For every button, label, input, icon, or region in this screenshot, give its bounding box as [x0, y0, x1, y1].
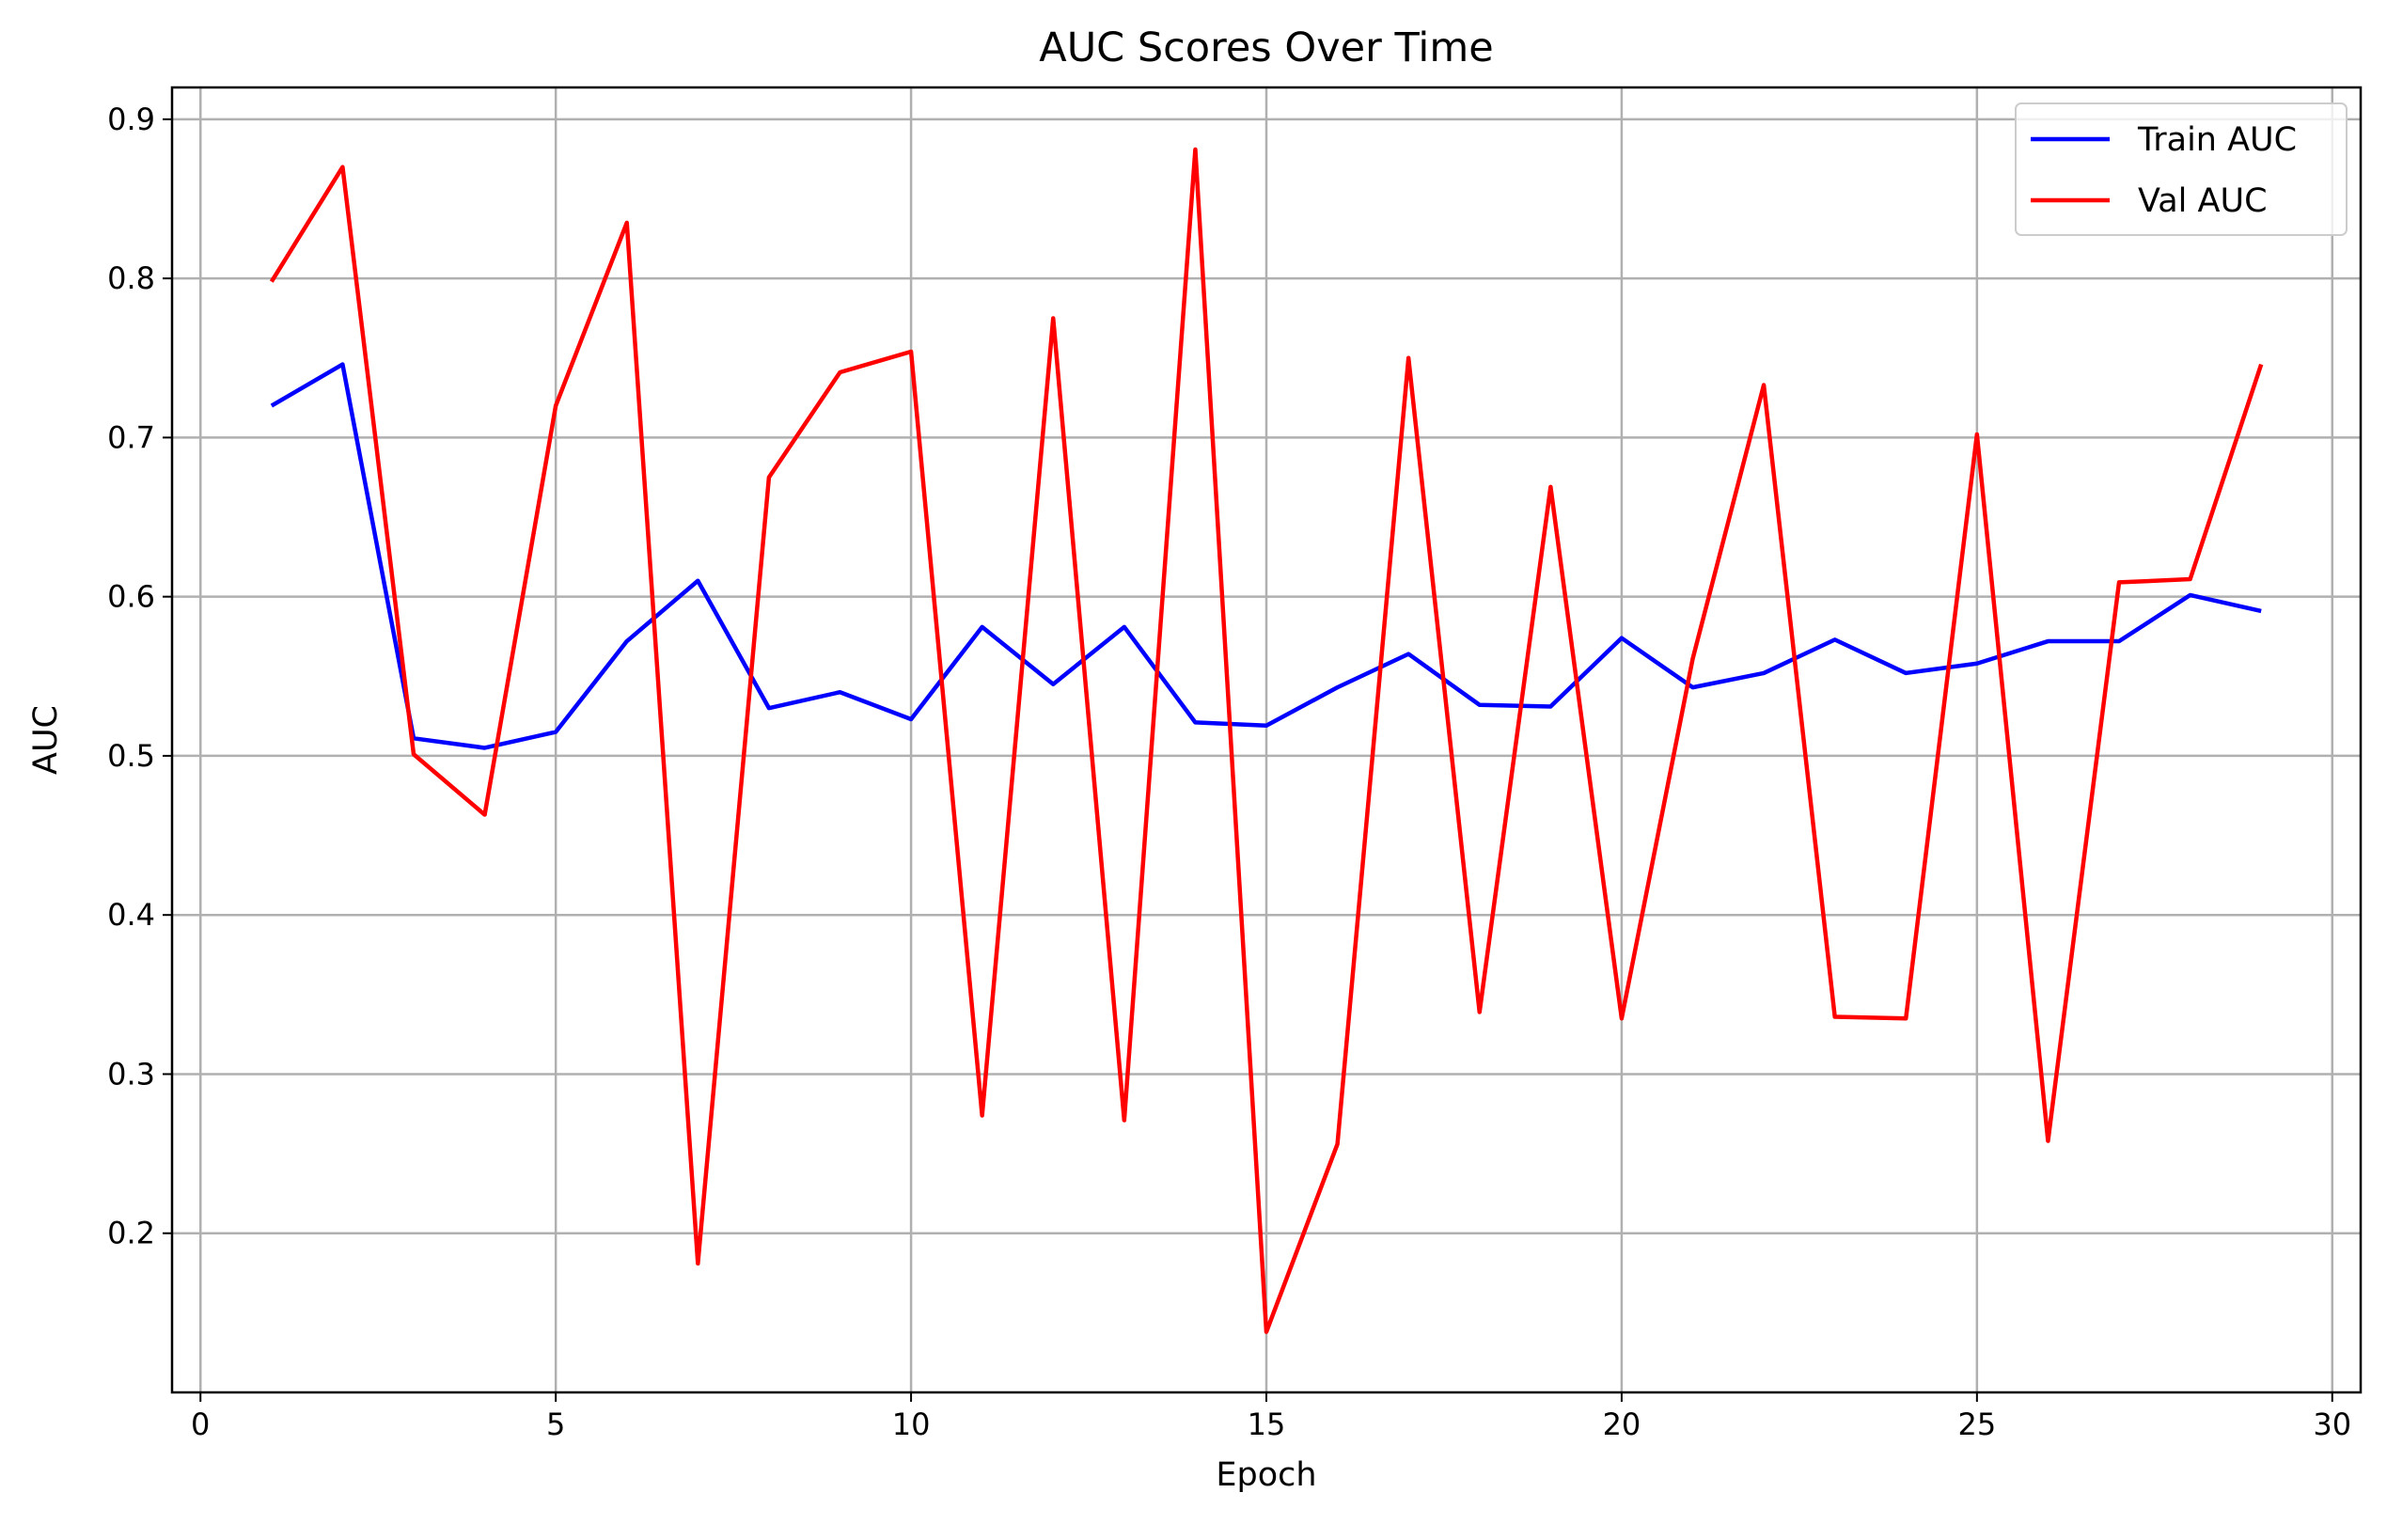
- x-axis-label: Epoch: [1216, 1456, 1316, 1494]
- x-tick-label: 0: [191, 1406, 210, 1442]
- axis-ticks: 0 5 10 15 20 25 30 0.2 0.3 0.4 0.5 0.6 0.7 0.8 0.9: [107, 102, 2351, 1442]
- series-lines: [269, 147, 2264, 1334]
- y-tick-label: 0.3: [107, 1056, 155, 1092]
- y-tick-label: 0.4: [107, 897, 155, 933]
- y-tick-label: 0.9: [107, 102, 155, 137]
- legend: Train AUC Val AUC: [2015, 102, 2348, 236]
- grid: [172, 87, 2361, 1392]
- x-tick-label: 15: [1248, 1406, 1286, 1442]
- y-tick-label: 0.6: [107, 579, 155, 615]
- x-tick-label: 20: [1603, 1406, 1641, 1442]
- series-line-1: [269, 147, 2264, 1334]
- chart-title: AUC Scores Over Time: [1039, 24, 1493, 71]
- legend-label: Train AUC: [2137, 121, 2297, 159]
- x-tick-label: 30: [2313, 1406, 2351, 1442]
- x-tick-label: 25: [1957, 1406, 1996, 1442]
- x-tick-label: 5: [546, 1406, 565, 1442]
- y-tick-label: 0.8: [107, 260, 155, 296]
- series-line-0: [270, 362, 2262, 750]
- x-tick-label: 10: [892, 1406, 931, 1442]
- legend-label: Val AUC: [2138, 182, 2268, 220]
- y-tick-label: 0.5: [107, 738, 155, 774]
- y-tick-label: 0.2: [107, 1216, 155, 1251]
- y-axis-label: AUC: [27, 705, 65, 775]
- y-tick-label: 0.7: [107, 419, 155, 455]
